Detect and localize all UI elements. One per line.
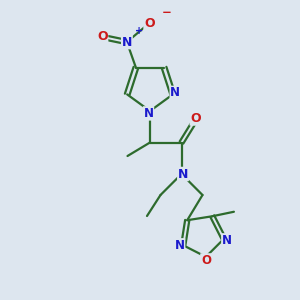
Text: N: N — [122, 36, 132, 49]
Text: N: N — [222, 234, 232, 247]
Text: −: − — [161, 6, 171, 19]
Text: N: N — [170, 86, 180, 99]
Text: +: + — [135, 26, 143, 36]
Text: O: O — [190, 112, 201, 125]
Text: O: O — [201, 254, 211, 267]
Text: N: N — [175, 239, 185, 252]
Text: N: N — [143, 107, 154, 120]
Text: N: N — [178, 167, 188, 181]
Text: O: O — [97, 30, 108, 43]
Text: O: O — [144, 17, 155, 30]
